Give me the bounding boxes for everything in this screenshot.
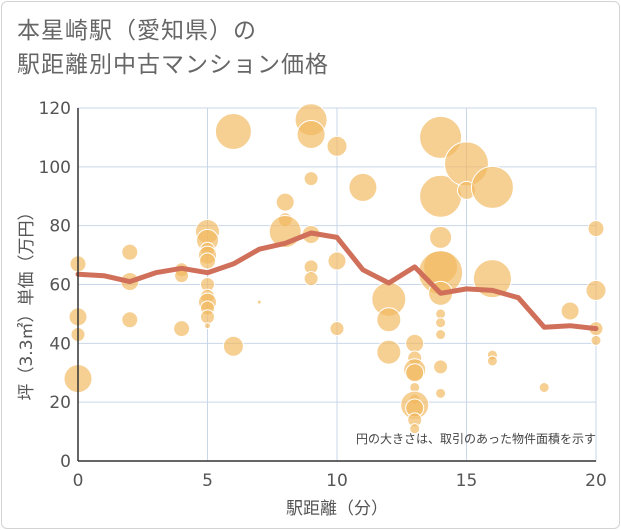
- x-tick-label: 0: [73, 471, 84, 491]
- axes: 0 5 10 15 20 0 20 40 60 80 100 120: [39, 99, 607, 491]
- bubble-point: [303, 171, 319, 187]
- bubble-point: [486, 355, 498, 367]
- bubble-point: [222, 335, 244, 357]
- x-axis-label: 駅距離（分）: [286, 499, 388, 519]
- bubble-point: [376, 339, 402, 365]
- y-tick-label: 20: [49, 393, 71, 413]
- bubble-point: [433, 359, 449, 375]
- bubble-point: [256, 299, 262, 305]
- x-tick-label: 20: [585, 471, 607, 491]
- chart-title-line1: 本星崎駅（愛知県）の: [17, 18, 257, 44]
- bubble-point: [560, 301, 580, 321]
- bubble-point: [435, 387, 447, 399]
- bubble-point: [348, 172, 378, 202]
- bubble-point: [590, 334, 602, 346]
- y-tick-label: 60: [49, 276, 71, 296]
- bubble-point: [538, 381, 550, 393]
- bubble-point: [435, 317, 447, 329]
- bubble-point: [329, 321, 345, 337]
- y-tick-label: 0: [60, 452, 71, 472]
- bubble-point: [173, 320, 191, 338]
- trend-line: [75, 230, 599, 332]
- y-tick-label: 80: [49, 217, 71, 237]
- grid: [77, 107, 597, 462]
- bubble-point: [303, 271, 319, 287]
- y-tick-label: 40: [49, 334, 71, 354]
- x-tick-label: 10: [326, 471, 348, 491]
- bubble-point: [409, 423, 421, 435]
- bubble-layer: [63, 103, 607, 435]
- bubble-point: [121, 243, 139, 261]
- bubble-point: [214, 113, 252, 151]
- bubble-point: [405, 333, 425, 353]
- y-axis-label: 坪（3.3㎡）単価（万円）: [17, 203, 37, 400]
- bubble-point: [121, 311, 139, 329]
- bubble-point: [376, 307, 402, 333]
- bubble-point: [435, 329, 447, 341]
- bubble-point: [199, 252, 216, 270]
- bubble-point: [296, 119, 326, 149]
- chart-title: 本星崎駅（愛知県）の 駅距離別中古マンション価格: [17, 14, 329, 82]
- bubble-point: [204, 322, 211, 330]
- size-note: 円の大きさは、取引のあった物件面積を示す: [356, 431, 596, 446]
- bubble-point: [585, 279, 607, 301]
- bubble-point: [326, 135, 348, 157]
- x-tick-label: 15: [456, 471, 478, 491]
- bubble-point: [470, 165, 514, 209]
- chart-title-line2: 駅距離別中古マンション価格: [17, 52, 329, 78]
- bubble-point: [200, 309, 215, 325]
- x-tick-label: 5: [202, 471, 213, 491]
- bubble-point: [405, 363, 425, 383]
- bubble-point: [587, 220, 605, 238]
- y-tick-label: 120: [39, 99, 71, 119]
- bubble-point: [275, 192, 295, 212]
- bubble-point: [429, 225, 453, 249]
- bubble-point: [327, 251, 347, 271]
- y-tick-label: 100: [39, 158, 71, 178]
